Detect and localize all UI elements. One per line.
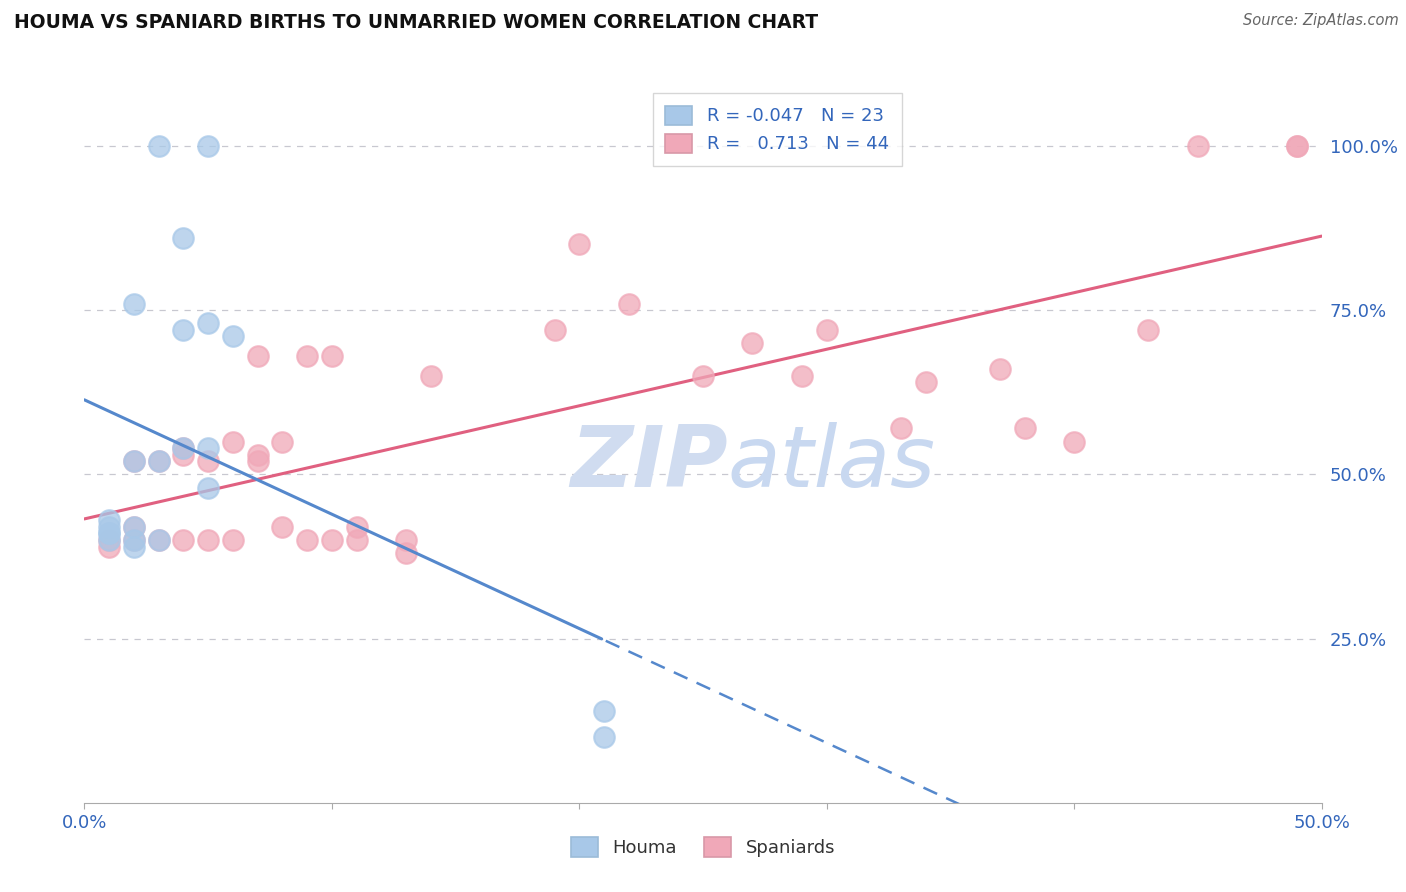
Point [122,454,145,468]
Point [172,533,194,547]
Point [295,533,318,547]
Point [148,454,170,468]
Point [172,441,194,455]
Point [593,730,616,744]
Point [172,323,194,337]
Point [148,139,170,153]
Point [246,448,269,462]
Text: HOUMA VS SPANIARD BIRTHS TO UNMARRIED WOMEN CORRELATION CHART: HOUMA VS SPANIARD BIRTHS TO UNMARRIED WO… [14,13,818,32]
Point [148,454,170,468]
Point [222,329,245,343]
Point [914,376,936,390]
Point [1014,421,1036,435]
Point [98,533,121,547]
Point [122,540,145,554]
Point [98,513,121,527]
Point [122,533,145,547]
Text: Source: ZipAtlas.com: Source: ZipAtlas.com [1243,13,1399,29]
Point [122,296,145,310]
Point [222,434,245,449]
Point [1063,434,1085,449]
Point [98,520,121,534]
Point [148,533,170,547]
Point [222,533,245,547]
Point [890,421,912,435]
Point [197,481,219,495]
Point [271,520,294,534]
Point [321,349,343,363]
Point [172,448,194,462]
Point [395,546,418,560]
Point [197,533,219,547]
Point [197,316,219,330]
Point [172,231,194,245]
Point [148,533,170,547]
Point [98,533,121,547]
Point [1285,139,1308,153]
Point [815,323,838,337]
Point [197,441,219,455]
Point [988,362,1011,376]
Point [295,349,318,363]
Point [346,520,368,534]
Point [1285,139,1308,153]
Point [1137,323,1160,337]
Point [122,520,145,534]
Point [1187,139,1209,153]
Point [98,526,121,541]
Point [172,441,194,455]
Point [790,368,813,383]
Text: atlas: atlas [728,422,936,505]
Point [122,520,145,534]
Point [593,704,616,718]
Point [122,533,145,547]
Point [617,296,640,310]
Point [419,368,441,383]
Legend: Houma, Spaniards: Houma, Spaniards [562,828,844,866]
Point [197,454,219,468]
Point [321,533,343,547]
Point [346,533,368,547]
Point [741,336,763,351]
Point [692,368,714,383]
Point [98,526,121,541]
Point [122,454,145,468]
Point [395,533,418,547]
Point [568,237,591,252]
Point [246,454,269,468]
Point [98,540,121,554]
Point [543,323,565,337]
Point [197,139,219,153]
Text: ZIP: ZIP [569,422,728,505]
Point [271,434,294,449]
Point [246,349,269,363]
